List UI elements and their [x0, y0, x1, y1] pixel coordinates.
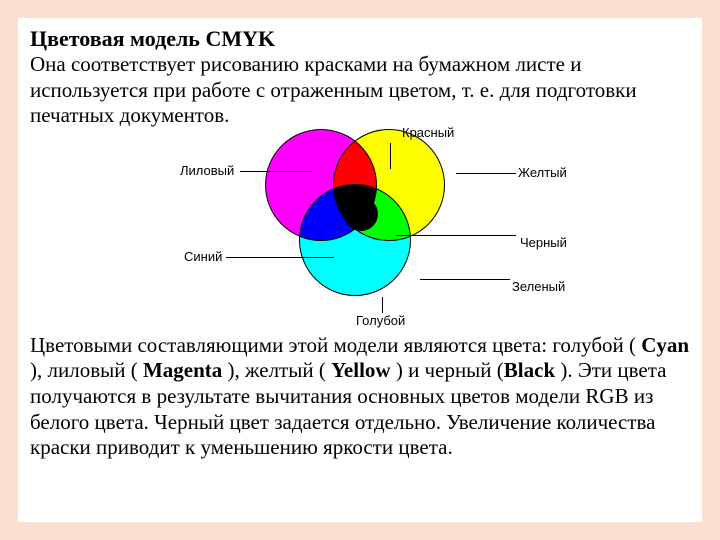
- label-лиловый: Лиловый: [180, 163, 234, 178]
- leader-line: [382, 297, 383, 313]
- leader-line: [420, 279, 510, 280]
- intro-text: Она соответствует рисованию красками на …: [30, 52, 690, 129]
- leader-line: [390, 143, 391, 169]
- leader-line: [456, 173, 516, 174]
- label-черный: Черный: [520, 235, 567, 250]
- title: Цветовая модель CMYK: [30, 26, 690, 52]
- content-area: Цветовая модель CMYK Она соответствует р…: [18, 18, 702, 522]
- label-зеленый: Зеленый: [512, 279, 565, 294]
- leader-line: [226, 257, 334, 258]
- leader-line: [240, 171, 312, 172]
- body-text: Цветовыми составляющими этой модели явля…: [30, 333, 690, 461]
- leader-line: [396, 235, 516, 236]
- label-желтый: Желтый: [518, 165, 567, 180]
- venn-diagram: КрасныйЛиловыйЖелтыйЧерныйСинийЗеленыйГо…: [140, 129, 580, 329]
- label-голубой: Голубой: [356, 313, 405, 328]
- label-красный: Красный: [402, 125, 454, 140]
- slide-frame: Цветовая модель CMYK Она соответствует р…: [0, 0, 720, 540]
- black-center: [344, 197, 378, 231]
- label-синий: Синий: [184, 249, 222, 264]
